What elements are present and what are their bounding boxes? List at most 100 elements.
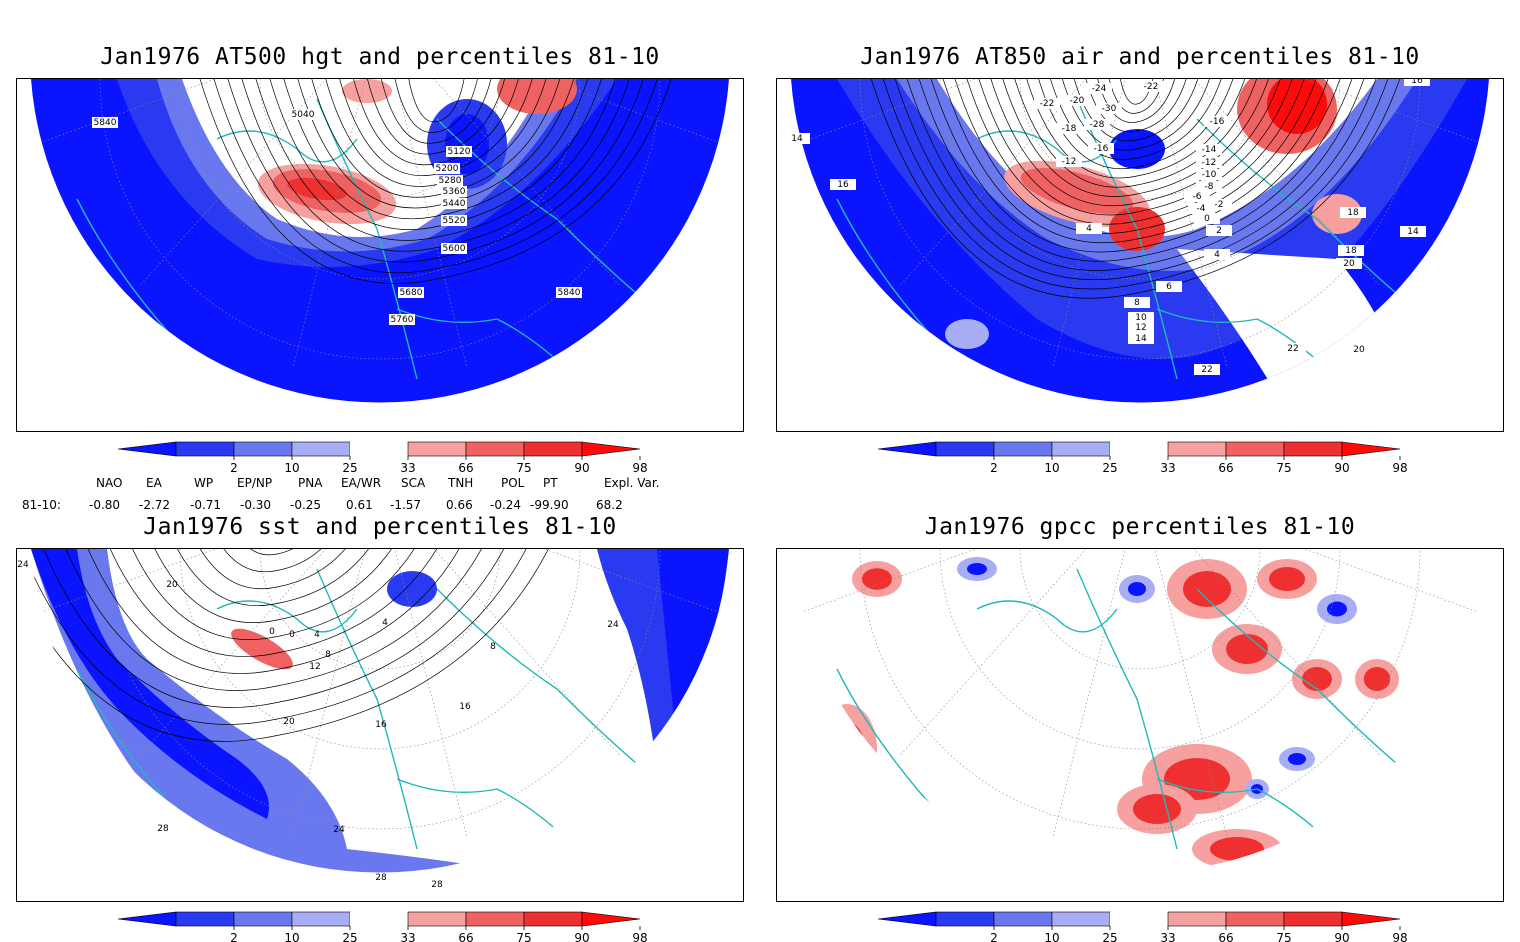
map-gpcc (791, 549, 1489, 873)
contour-label-box (1194, 213, 1220, 224)
contour-label-box (1188, 203, 1214, 214)
contour-label: 4 (382, 618, 388, 628)
contour-label: 20 (283, 717, 295, 727)
contour-label: 4 (1214, 250, 1220, 260)
colorbar-tick-label: 90 (1334, 461, 1349, 475)
contour-label: 20 (1343, 259, 1355, 269)
percentile-region (387, 571, 437, 607)
colorbar-segment (935, 441, 995, 457)
colorbar-tick-label: 25 (1102, 931, 1117, 942)
index-value-eawr: 0.61 (346, 498, 373, 512)
colorbar-segment (1167, 441, 1227, 457)
contour-label: 8 (325, 650, 331, 660)
percentile-region (445, 114, 489, 174)
contour-label-box (1138, 81, 1164, 92)
colorbar-segment (291, 441, 351, 457)
colorbar-arrow-low (877, 911, 937, 927)
contour-label: 14 (1407, 227, 1419, 237)
contour-label: 5840 (94, 118, 117, 128)
contour-label: 5760 (391, 315, 414, 325)
percentile-region (817, 704, 877, 794)
colorbar-tick-label: 25 (342, 461, 357, 475)
index-header-pol: POL (501, 476, 525, 490)
contour-label: -8 (1205, 182, 1214, 192)
colorbar-z500: 2 10 25 33 66 75 90 98 (117, 440, 648, 475)
contour-label: 4 (1086, 224, 1092, 234)
contour-label-box (290, 109, 316, 120)
contour-label-box (1280, 343, 1306, 354)
contour-label: 14 (791, 134, 803, 144)
height-contours (196, 79, 678, 284)
colorbar-segment (1225, 441, 1285, 457)
colorbar-tick-label: 2 (990, 461, 998, 475)
percentile-region (31, 549, 269, 819)
map-panel-gpcc (776, 548, 1504, 902)
index-header-nao: NAO (96, 476, 123, 490)
contour-label: 0 (269, 627, 275, 637)
colorbar-segment (350, 912, 408, 926)
percentile-region (1312, 194, 1362, 234)
contour-label-box (830, 179, 856, 190)
contour-label: 12 (1135, 323, 1146, 333)
percentile-region (1344, 822, 1370, 836)
colorbar-tick-label: 75 (516, 461, 531, 475)
contour-label-box (1196, 169, 1222, 180)
contour-label-box (1204, 116, 1230, 127)
contour-label: 14 (1135, 334, 1147, 344)
contour-label-box (1404, 79, 1430, 86)
contour-label: -22 (1040, 99, 1055, 109)
colorbar-arrow-high (1341, 441, 1401, 457)
colorbar-arrow-high (581, 441, 641, 457)
colorbar-segment (1225, 911, 1285, 927)
map-panel-t850: -24 -22 -22 -20 -30 -28 -18 -16 -16 -14 -12 -12 -10-… (776, 78, 1504, 432)
contour-label: -4 (1197, 204, 1206, 214)
index-value-wp: -0.71 (190, 498, 222, 512)
contour-label-box (1056, 123, 1082, 134)
temperature-contours (864, 79, 1410, 299)
contour-label: -24 (1092, 84, 1107, 94)
index-header-wp: WP (194, 476, 214, 490)
contour-label: -28 (1090, 120, 1105, 130)
contour-label-box (1156, 281, 1182, 292)
contour-label: -16 (1094, 144, 1109, 154)
colorbar-segment (993, 441, 1053, 457)
panel-title-sst: Jan1976 sst and percentiles 81-10 (143, 514, 617, 540)
colorbar-segment (407, 441, 467, 457)
contour-label: 5200 (436, 164, 459, 174)
contour-label: -12 (1202, 158, 1217, 168)
contour-label: 5520 (443, 216, 466, 226)
contour-label: -16 (1210, 117, 1225, 127)
colorbar-segment (935, 911, 995, 927)
contour-label-box (1034, 98, 1060, 109)
contour-label: -18 (1062, 124, 1077, 134)
colorbar-segment (175, 441, 235, 457)
contour-label-box (389, 314, 415, 325)
colorbar-segment (175, 911, 235, 927)
colorbar-tick-label: 98 (1392, 461, 1407, 475)
index-header-pna: PNA (298, 476, 323, 490)
contour-label: 16 (1411, 79, 1423, 86)
contour-label: -10 (1202, 170, 1217, 180)
contour-label-box (1086, 83, 1112, 94)
colorbar-segment (291, 911, 351, 927)
colorbar-tick-label: 66 (458, 931, 473, 942)
percentile-region (1133, 794, 1181, 824)
percentile-region (1288, 753, 1306, 765)
contour-label-box (1204, 249, 1230, 260)
colorbar-tick-label: 98 (632, 931, 647, 942)
colorbar-tick-label: 98 (632, 461, 647, 475)
colorbar-sst: 2 10 25 33 66 75 90 98 (117, 910, 648, 942)
contour-label: 5440 (443, 199, 466, 209)
index-value-ea: -2.72 (139, 498, 171, 512)
contour-label-box (441, 215, 467, 226)
contour-label-box (1338, 245, 1364, 256)
index-header-ea: EA (146, 476, 162, 490)
contour-label: 10 (1135, 313, 1147, 323)
contour-label-box (1128, 322, 1154, 333)
percentile-region (497, 79, 577, 114)
contour-label-box (1076, 223, 1102, 234)
map-panel-z500: 5040 5120 5200 5280 5360 5440 5520 5600 5680 5760… (16, 78, 744, 432)
index-row-label: 81-10: (22, 498, 61, 512)
